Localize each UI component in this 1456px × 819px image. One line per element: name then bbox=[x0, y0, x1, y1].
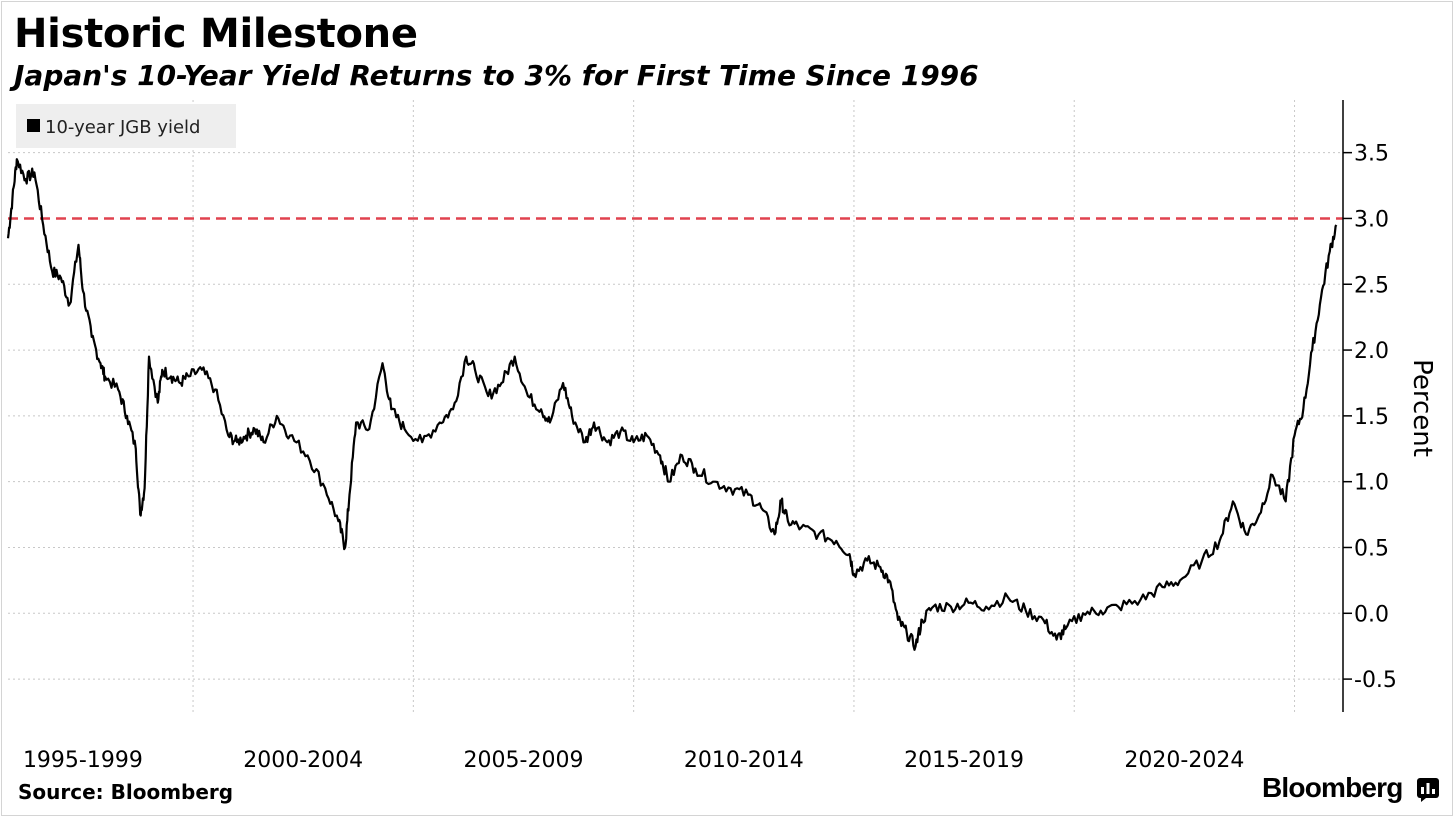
x-tick-label: 2015-2019 bbox=[904, 748, 1024, 773]
legend-background bbox=[16, 104, 236, 148]
y-tick-label: 2.5 bbox=[1354, 273, 1389, 298]
series-line-10y-jgb-yield bbox=[6, 158, 1338, 651]
y-tick-label: 1.0 bbox=[1354, 471, 1389, 496]
y-tick-label: 2.0 bbox=[1354, 339, 1389, 364]
vertical-gridlines bbox=[192, 100, 1296, 712]
legend: 10-year JGB yield bbox=[16, 104, 236, 148]
bloomberg-terminal-icon bbox=[1417, 778, 1439, 802]
source-note: Source: Bloomberg bbox=[18, 780, 234, 804]
legend-label-10y-jgb-yield: 10-year JGB yield bbox=[45, 117, 200, 138]
y-tick-label: 1.5 bbox=[1354, 405, 1389, 430]
y-axis-ticks: -0.5 0.0 0.5 1.0 1.5 2.0 2.5 3.0 3.5 bbox=[1343, 142, 1397, 693]
x-tick-label: 2020-2024 bbox=[1124, 748, 1244, 773]
y-tick-label: 3.0 bbox=[1354, 207, 1389, 232]
x-tick-label: 1995-1999 bbox=[23, 748, 143, 773]
x-axis-labels: 1995-1999 2000-2004 2005-2009 2010-2014 2015… bbox=[23, 748, 1244, 773]
y-tick-label: 0.5 bbox=[1354, 536, 1389, 561]
y-tick-label: -0.5 bbox=[1354, 668, 1397, 693]
y-tick-label: 3.5 bbox=[1354, 142, 1389, 167]
chart-subtitle: Japan's 10-Year Yield Returns to 3% for … bbox=[14, 59, 979, 92]
x-tick-label: 2005-2009 bbox=[464, 748, 584, 773]
chart-title: Historic Milestone bbox=[14, 11, 418, 57]
y-tick-label: 0.0 bbox=[1354, 602, 1389, 627]
legend-swatch-10y-jgb-yield bbox=[27, 119, 40, 132]
horizontal-gridlines bbox=[8, 152, 1343, 680]
y-axis-title: Percent bbox=[1407, 359, 1437, 457]
x-tick-label: 2010-2014 bbox=[684, 748, 804, 773]
x-tick-label: 2000-2004 bbox=[243, 748, 363, 773]
brand-logo: Bloomberg bbox=[1262, 772, 1403, 803]
